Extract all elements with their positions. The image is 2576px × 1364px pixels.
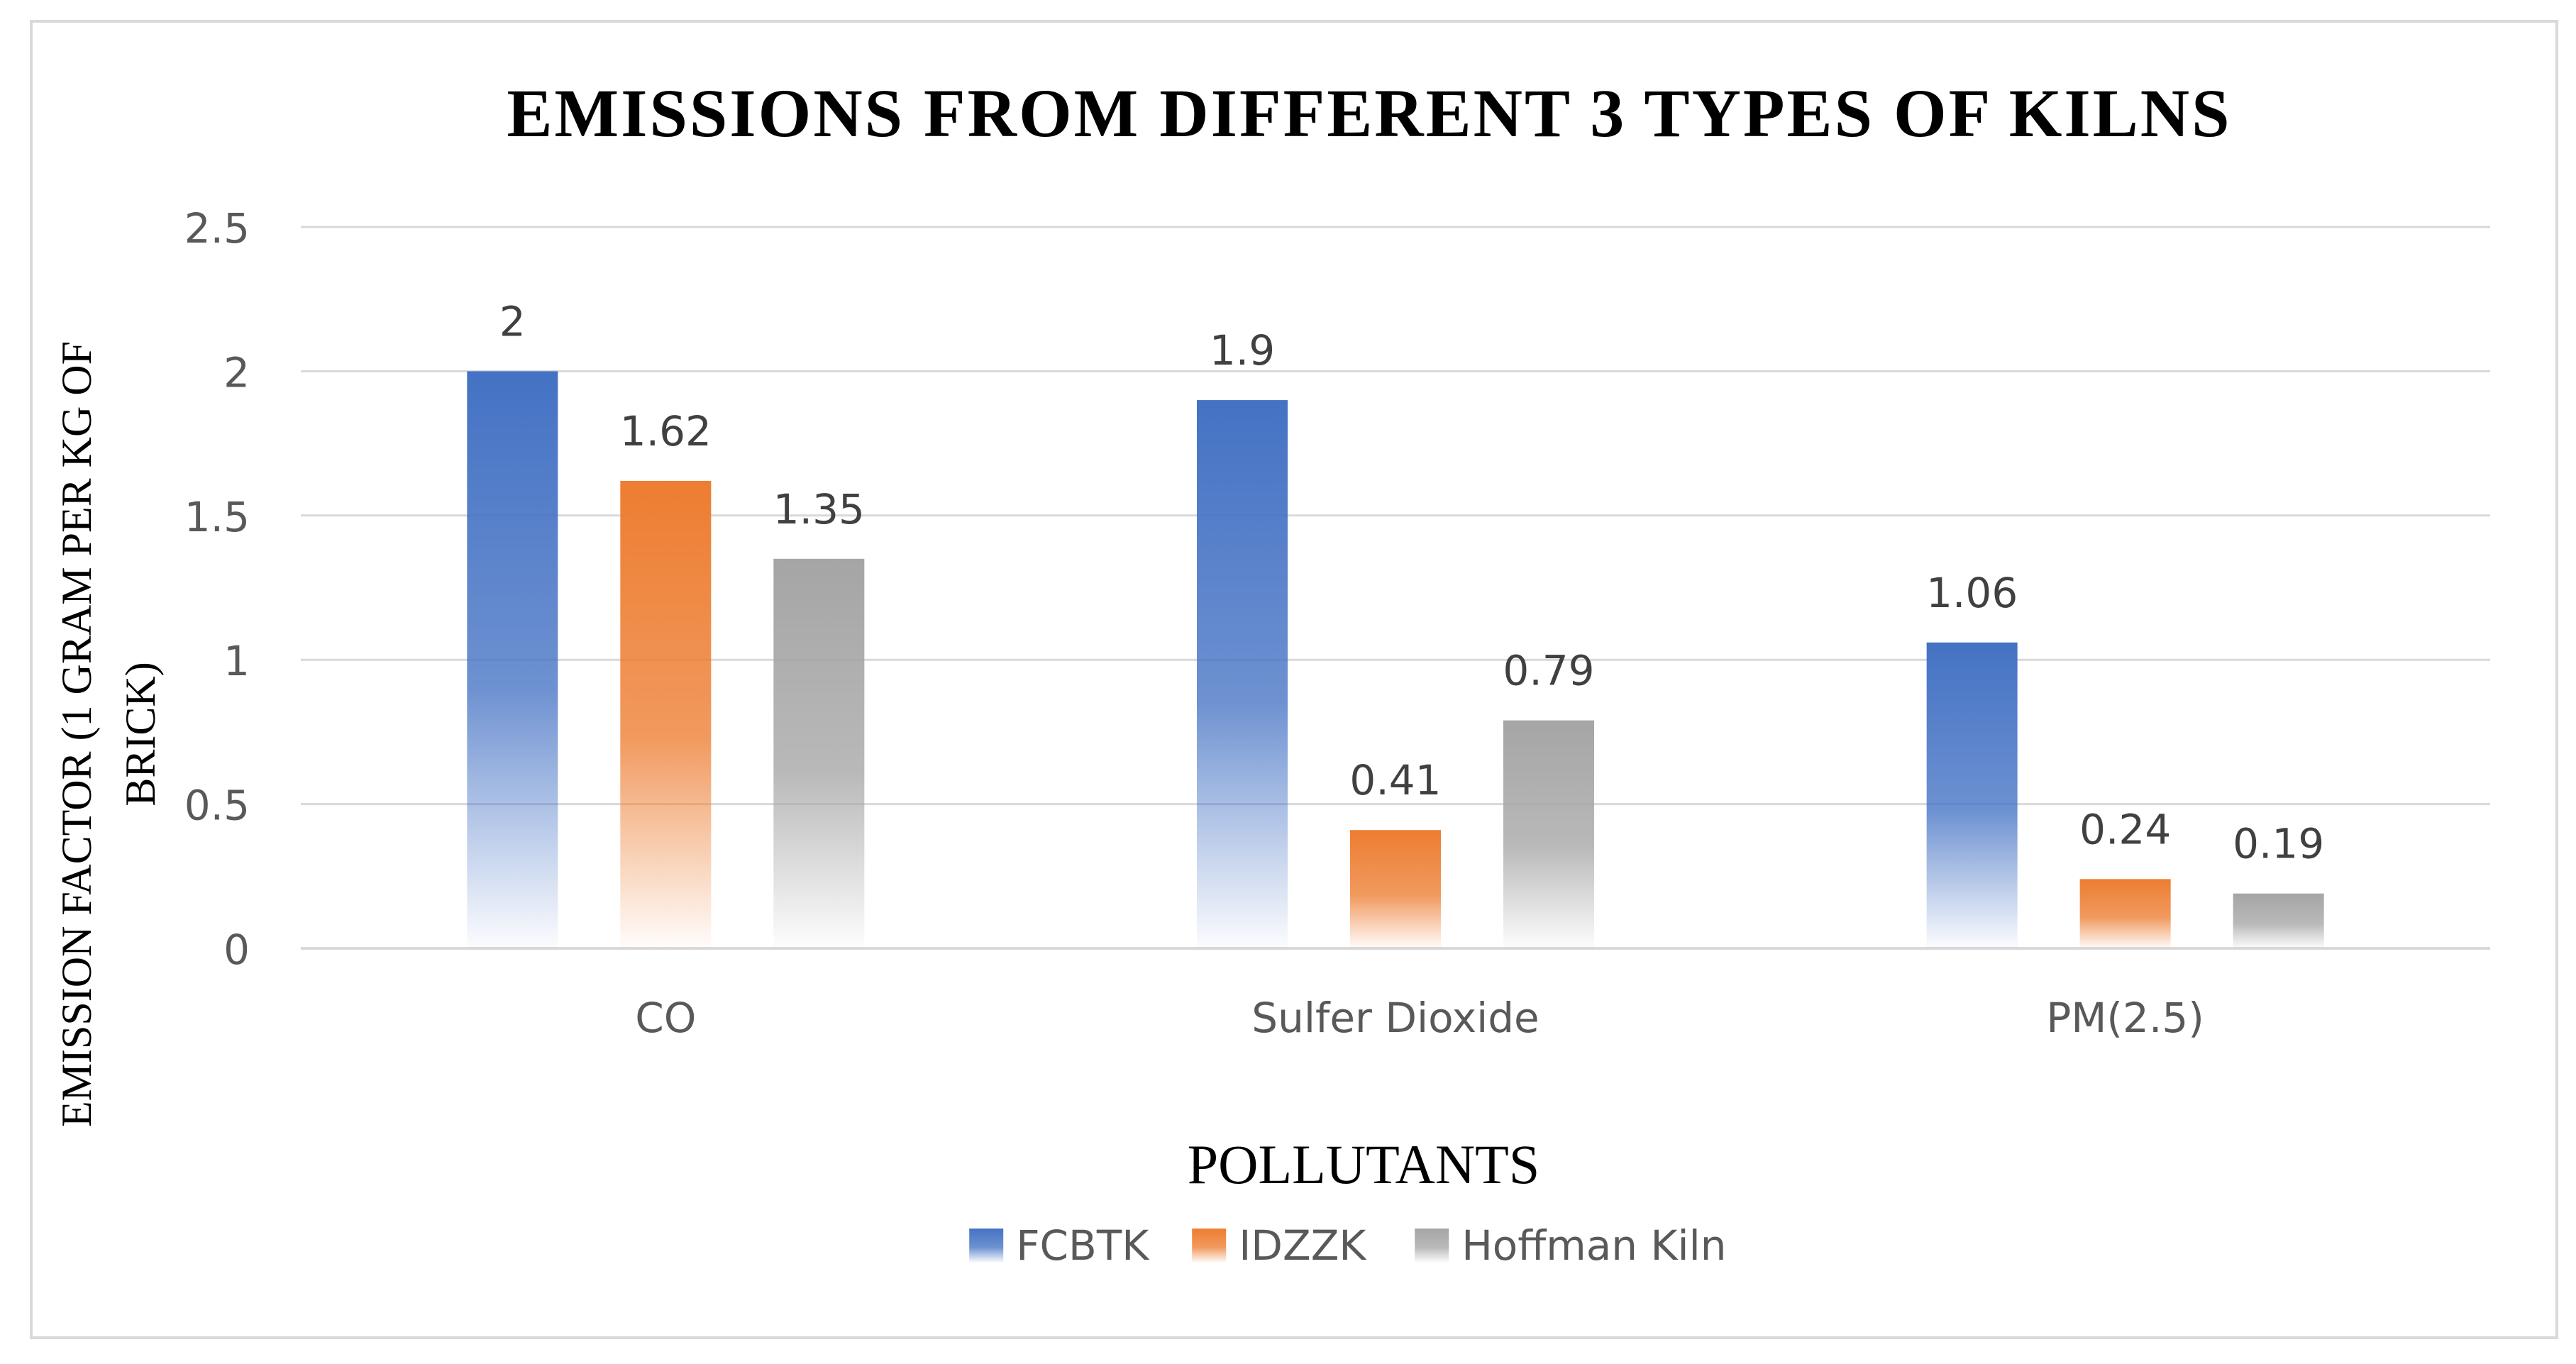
legend-label-idzzk: IDZZK xyxy=(1239,1221,1367,1270)
bar-idzzk-sulfer-dioxide xyxy=(1350,830,1441,948)
bar-idzzk-pm-2-5 xyxy=(2079,879,2171,948)
legend-label-fcbtk: FCBTK xyxy=(1016,1221,1150,1270)
data-labels: 2 1.62 1.35 1.9 0.41 0.79 1.06 0.24 0.19 xyxy=(499,297,2324,867)
data-label-fcbtk-co: 2 xyxy=(499,297,526,345)
bar-fcbtk-co xyxy=(467,371,558,948)
bar-hoffman-kiln-co xyxy=(773,558,865,948)
y-axis-label-line-1: EMISSION FACTOR (1 GRAM PER KG OF xyxy=(53,341,100,1127)
x-axis-label: POLLUTANTS xyxy=(1188,1133,1539,1195)
bar-fcbtk-pm-2-5 xyxy=(1926,642,2018,948)
data-label-hoffman-kiln-sulfer-dioxide: 0.79 xyxy=(1503,647,1594,695)
data-label-idzzk-pm-2-5: 0.24 xyxy=(2079,805,2171,853)
bars xyxy=(467,371,2324,948)
data-label-hoffman-kiln-co: 1.35 xyxy=(773,485,865,533)
legend-swatch-hoffman-kiln xyxy=(1415,1229,1449,1263)
y-tick-label: 0.5 xyxy=(184,782,250,830)
y-tick-label: 1.5 xyxy=(184,493,250,541)
y-axis-label-line-2: BRICK) xyxy=(117,662,164,806)
data-label-idzzk-co: 1.62 xyxy=(620,407,712,455)
bar-hoffman-kiln-sulfer-dioxide xyxy=(1503,720,1594,948)
data-label-hoffman-kiln-pm-2-5: 0.19 xyxy=(2233,820,2324,868)
x-tick-labels: CO Sulfer Dioxide PM(2.5) xyxy=(635,994,2204,1042)
x-tick-label-sulfer-dioxide: Sulfer Dioxide xyxy=(1251,994,1539,1042)
y-tick-label: 2 xyxy=(223,348,250,397)
legend-swatch-fcbtk xyxy=(969,1229,1004,1263)
y-axis-label: EMISSION FACTOR (1 GRAM PER KG OF BRICK) xyxy=(53,341,164,1127)
chart-border xyxy=(30,20,2558,1339)
y-tick-label: 0 xyxy=(223,926,250,974)
y-tick-label: 1 xyxy=(223,637,250,685)
x-tick-label-co: CO xyxy=(635,994,696,1042)
legend-swatch-idzzk xyxy=(1192,1229,1227,1263)
bar-idzzk-co xyxy=(620,480,712,948)
bar-hoffman-kiln-pm-2-5 xyxy=(2233,893,2324,948)
legend: FCBTK IDZZK Hoffman Kiln xyxy=(969,1221,1727,1270)
chart-title: EMISSIONS FROM DIFFERENT 3 TYPES OF KILN… xyxy=(507,75,2232,151)
y-tick-labels: 0 0.5 1 1.5 2 2.5 xyxy=(184,204,250,974)
y-tick-label: 2.5 xyxy=(184,204,250,253)
data-label-fcbtk-sulfer-dioxide: 1.9 xyxy=(1210,326,1275,375)
legend-label-hoffman-kiln: Hoffman Kiln xyxy=(1461,1221,1726,1270)
x-tick-label-pm-2-5: PM(2.5) xyxy=(2046,994,2204,1042)
data-label-idzzk-sulfer-dioxide: 0.41 xyxy=(1349,756,1441,804)
bar-fcbtk-sulfer-dioxide xyxy=(1197,400,1288,948)
data-label-fcbtk-pm-2-5: 1.06 xyxy=(1926,569,2018,617)
